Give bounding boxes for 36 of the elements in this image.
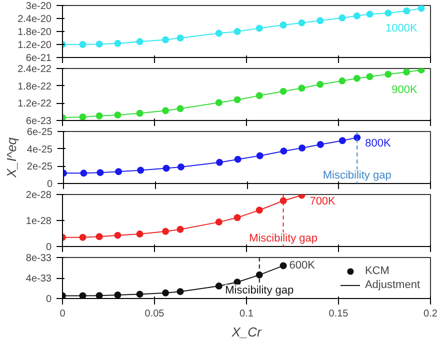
series-label: 900K bbox=[392, 84, 418, 96]
ref-line-label: Miscibility gap bbox=[225, 284, 294, 296]
legend-label: KCM bbox=[364, 264, 390, 278]
x-axis-title: X_Cr bbox=[230, 324, 262, 340]
annotation: 600K bbox=[289, 260, 316, 272]
series-label: 1000K bbox=[385, 22, 418, 34]
ref-line-label: Miscibility gap bbox=[322, 170, 392, 182]
y-tick-label: 6e-25 bbox=[26, 127, 53, 138]
y-tick-label: 0 bbox=[46, 294, 52, 305]
x-tick-label: 0.2 bbox=[424, 308, 438, 320]
y-tick-label: 0 bbox=[46, 242, 52, 253]
series-label: 800K bbox=[365, 138, 392, 150]
x-tick-label: 0 bbox=[60, 308, 66, 320]
y-tick-label: 0 bbox=[46, 179, 53, 190]
y-tick-label: 2e-28 bbox=[26, 190, 52, 201]
ref-line-label: Miscibility gap bbox=[249, 232, 318, 244]
y-tick-label: 1e-28 bbox=[26, 216, 52, 227]
x-tick-label: 0.15 bbox=[328, 308, 349, 320]
y-tick-label: 2.4e-22 bbox=[18, 64, 52, 75]
y-tick-label: 1.8e-20 bbox=[18, 27, 52, 38]
y-tick-label: 1.2e-20 bbox=[18, 40, 52, 51]
y-tick-label: 1.8e-22 bbox=[18, 81, 52, 92]
y-tick-label: 4e-25 bbox=[26, 144, 53, 156]
y-axis-title: X_I^eq bbox=[4, 136, 19, 179]
x-tick-label: 0.05 bbox=[144, 308, 165, 320]
y-tick-label: 4e-33 bbox=[26, 274, 52, 284]
legend-label: Adjustment bbox=[364, 278, 420, 292]
x-tick-label: 0.1 bbox=[240, 308, 254, 320]
series-label: 700K bbox=[310, 195, 336, 208]
y-tick-label: 1.2e-22 bbox=[18, 98, 52, 110]
y-tick-label: 6e-23 bbox=[26, 116, 52, 127]
y-tick-label: 3e-20 bbox=[26, 1, 52, 12]
y-tick-label: 8e-33 bbox=[26, 253, 52, 264]
y-tick-label: 2.4e-20 bbox=[18, 14, 52, 25]
y-tick-label: 6e-21 bbox=[26, 53, 52, 64]
y-tick-label: 2e-25 bbox=[26, 162, 53, 173]
